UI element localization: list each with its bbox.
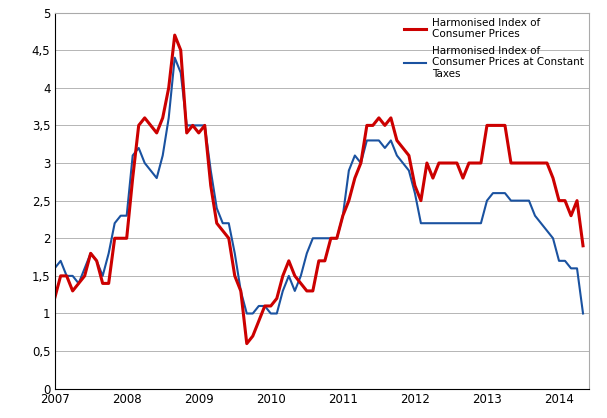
- Legend: Harmonised Index of
Consumer Prices, Harmonised Index of
Consumer Prices at Cons: Harmonised Index of Consumer Prices, Har…: [404, 18, 583, 79]
